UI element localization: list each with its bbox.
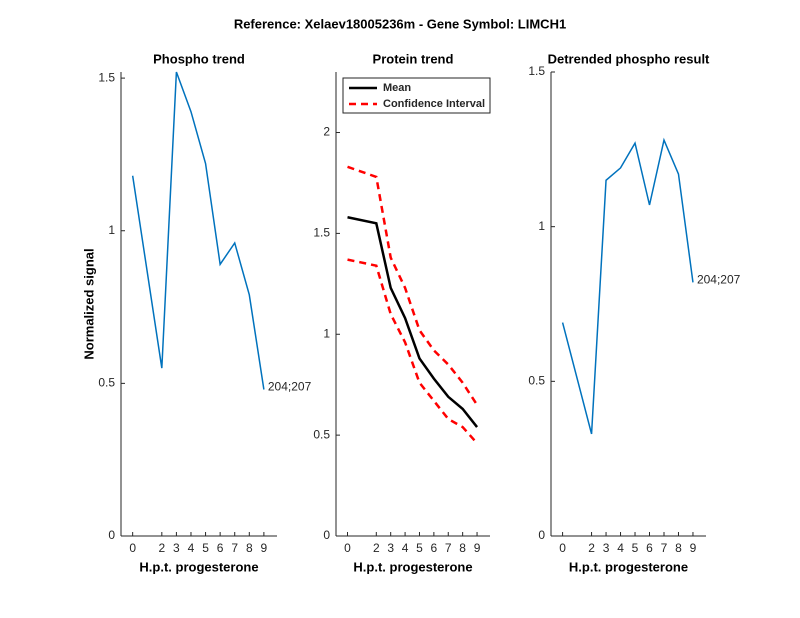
- y-tick-label: 2: [323, 125, 330, 139]
- x-axis-label: H.p.t. progesterone: [569, 559, 688, 574]
- x-tick-label: 7: [445, 541, 452, 555]
- y-tick-label: 0.5: [313, 427, 330, 441]
- y-tick-label: 1: [323, 326, 330, 340]
- x-tick-label: 5: [416, 541, 423, 555]
- x-tick-label: 2: [158, 541, 165, 555]
- x-tick-label: 0: [129, 541, 136, 555]
- x-tick-label: 7: [661, 541, 668, 555]
- x-tick-label: 9: [474, 541, 481, 555]
- panel-title: Phospho trend: [153, 51, 245, 66]
- x-tick-label: 8: [675, 541, 682, 555]
- annotation: 204;207: [268, 380, 312, 394]
- y-tick-label: 0: [538, 528, 545, 542]
- x-axis-label: H.p.t. progesterone: [353, 559, 472, 574]
- y-tick-label: 0.5: [528, 374, 545, 388]
- y-tick-label: 1.5: [313, 226, 330, 240]
- annotation: 204;207: [697, 273, 741, 287]
- x-tick-label: 9: [261, 541, 268, 555]
- legend-label: Mean: [383, 82, 411, 94]
- x-tick-label: 3: [173, 541, 180, 555]
- x-tick-label: 6: [217, 541, 224, 555]
- x-tick-label: 0: [344, 541, 351, 555]
- x-tick-label: 2: [588, 541, 595, 555]
- x-tick-label: 3: [603, 541, 610, 555]
- y-tick-label: 1: [538, 219, 545, 233]
- y-tick-label: 1: [108, 223, 115, 237]
- x-tick-label: 0: [559, 541, 566, 555]
- series-line: [561, 137, 694, 435]
- x-axis-label: H.p.t. progesterone: [139, 559, 258, 574]
- x-tick-label: 8: [246, 541, 253, 555]
- y-tick-label: 0: [323, 528, 330, 542]
- x-tick-label: 4: [617, 541, 624, 555]
- x-tick-label: 4: [402, 541, 409, 555]
- x-tick-label: 7: [231, 541, 238, 555]
- x-tick-label: 3: [387, 541, 394, 555]
- x-tick-label: 6: [646, 541, 653, 555]
- y-tick-label: 1.5: [528, 64, 545, 78]
- x-tick-label: 8: [459, 541, 466, 555]
- figure-title: Reference: Xelaev18005236m - Gene Symbol…: [234, 16, 566, 31]
- y-tick-label: 0: [108, 528, 115, 542]
- series-line: [347, 216, 479, 428]
- legend-label: Confidence Interval: [383, 98, 485, 110]
- legend-box: [342, 77, 491, 114]
- x-tick-label: 6: [431, 541, 438, 555]
- y-tick-label: 0.5: [98, 376, 115, 390]
- y-axis-label: Normalized signal: [81, 248, 96, 359]
- series-line: [131, 71, 265, 390]
- x-tick-label: 2: [373, 541, 380, 555]
- panel-title: Protein trend: [373, 51, 454, 66]
- panel-title: Detrended phospho result: [548, 51, 710, 66]
- x-tick-label: 4: [188, 541, 195, 555]
- x-tick-label: 5: [632, 541, 639, 555]
- x-tick-label: 5: [202, 541, 209, 555]
- y-tick-label: 1.5: [98, 70, 115, 84]
- x-tick-label: 9: [690, 541, 697, 555]
